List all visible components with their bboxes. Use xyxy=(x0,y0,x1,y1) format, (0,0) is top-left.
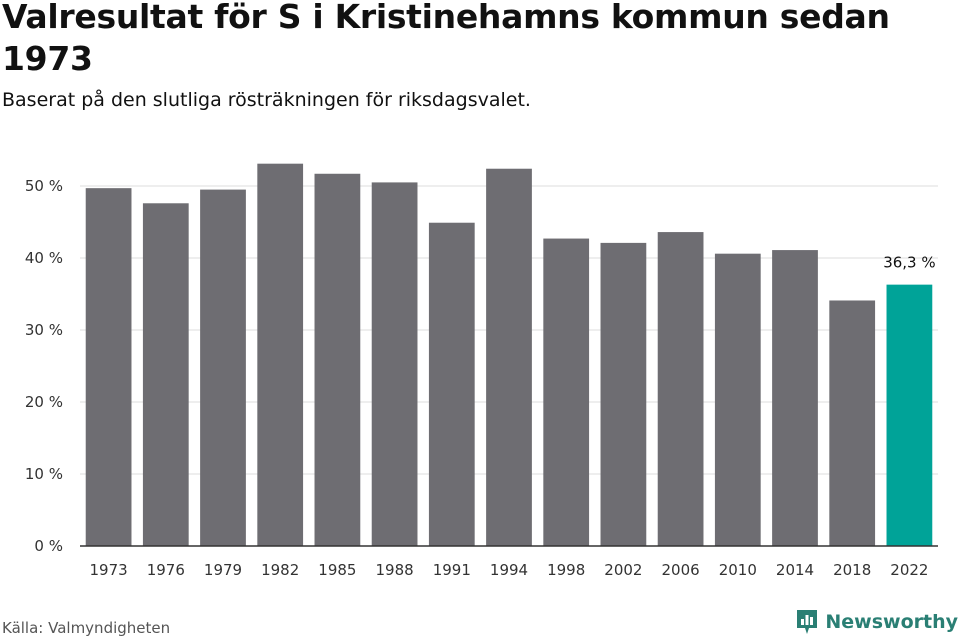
x-tick-label: 2022 xyxy=(890,561,928,579)
bar-1988 xyxy=(371,182,418,546)
x-tick-label: 1994 xyxy=(490,561,528,579)
y-tick-label: 30 % xyxy=(25,321,63,339)
bar-2002 xyxy=(600,242,647,546)
bar-1982 xyxy=(257,163,304,546)
x-tick-label: 1973 xyxy=(90,561,128,579)
x-tick-label: 1979 xyxy=(204,561,242,579)
data-label-2022: 36,3 % xyxy=(883,254,935,272)
x-tick-label: 1982 xyxy=(261,561,299,579)
x-tick-label: 2010 xyxy=(719,561,757,579)
x-tick-label: 1991 xyxy=(433,561,471,579)
bar-2022 xyxy=(886,284,933,546)
y-tick-label: 10 % xyxy=(25,465,63,483)
bars xyxy=(85,163,933,546)
bar-chart: 0 % 10 % 20 % 30 % 40 % 50 % 1973 1976 1979 1982… xyxy=(25,163,938,579)
bar-1998 xyxy=(543,238,590,546)
bar-1991 xyxy=(428,222,475,546)
bar-2014 xyxy=(772,250,818,546)
bar-2006 xyxy=(657,232,704,546)
x-tick-label: 2014 xyxy=(776,561,814,579)
x-tick-label: 1988 xyxy=(376,561,414,579)
y-tick-label: 40 % xyxy=(25,249,63,267)
x-tick-label: 1976 xyxy=(147,561,185,579)
bar-1976 xyxy=(142,203,189,546)
bar-1994 xyxy=(486,168,532,546)
bar-1973 xyxy=(85,188,132,546)
bar-1979 xyxy=(200,189,246,546)
y-tick-label: 20 % xyxy=(25,393,63,411)
chart-subtitle: Baserat på den slutliga rösträkningen fö… xyxy=(2,89,531,111)
data-labels: 36,3 % xyxy=(883,254,935,272)
brand-logo: Newsworthy xyxy=(795,608,958,636)
x-tick-label: 2018 xyxy=(833,561,871,579)
x-tick-label: 2006 xyxy=(662,561,700,579)
y-tick-label: 50 % xyxy=(25,177,63,195)
x-tick-label: 1985 xyxy=(318,561,356,579)
brand-name: Newsworthy xyxy=(825,611,958,633)
x-axis-ticks: 1973 1976 1979 1982 1985 1988 1991 1994 1998 2002… xyxy=(90,561,929,579)
newsworthy-logo-icon xyxy=(797,610,818,634)
chart-title: Valresultat för S i Kristinehamns kommun… xyxy=(2,0,890,78)
x-tick-label: 2002 xyxy=(604,561,642,579)
source-note: Källa: Valmyndigheten xyxy=(2,619,171,637)
y-axis-ticks: 0 % 10 % 20 % 30 % 40 % 50 % xyxy=(25,177,63,555)
bar-1985 xyxy=(314,173,361,546)
y-tick-label: 0 % xyxy=(34,537,63,555)
bar-2018 xyxy=(829,300,876,546)
x-tick-label: 1998 xyxy=(547,561,585,579)
bar-2010 xyxy=(714,253,761,546)
